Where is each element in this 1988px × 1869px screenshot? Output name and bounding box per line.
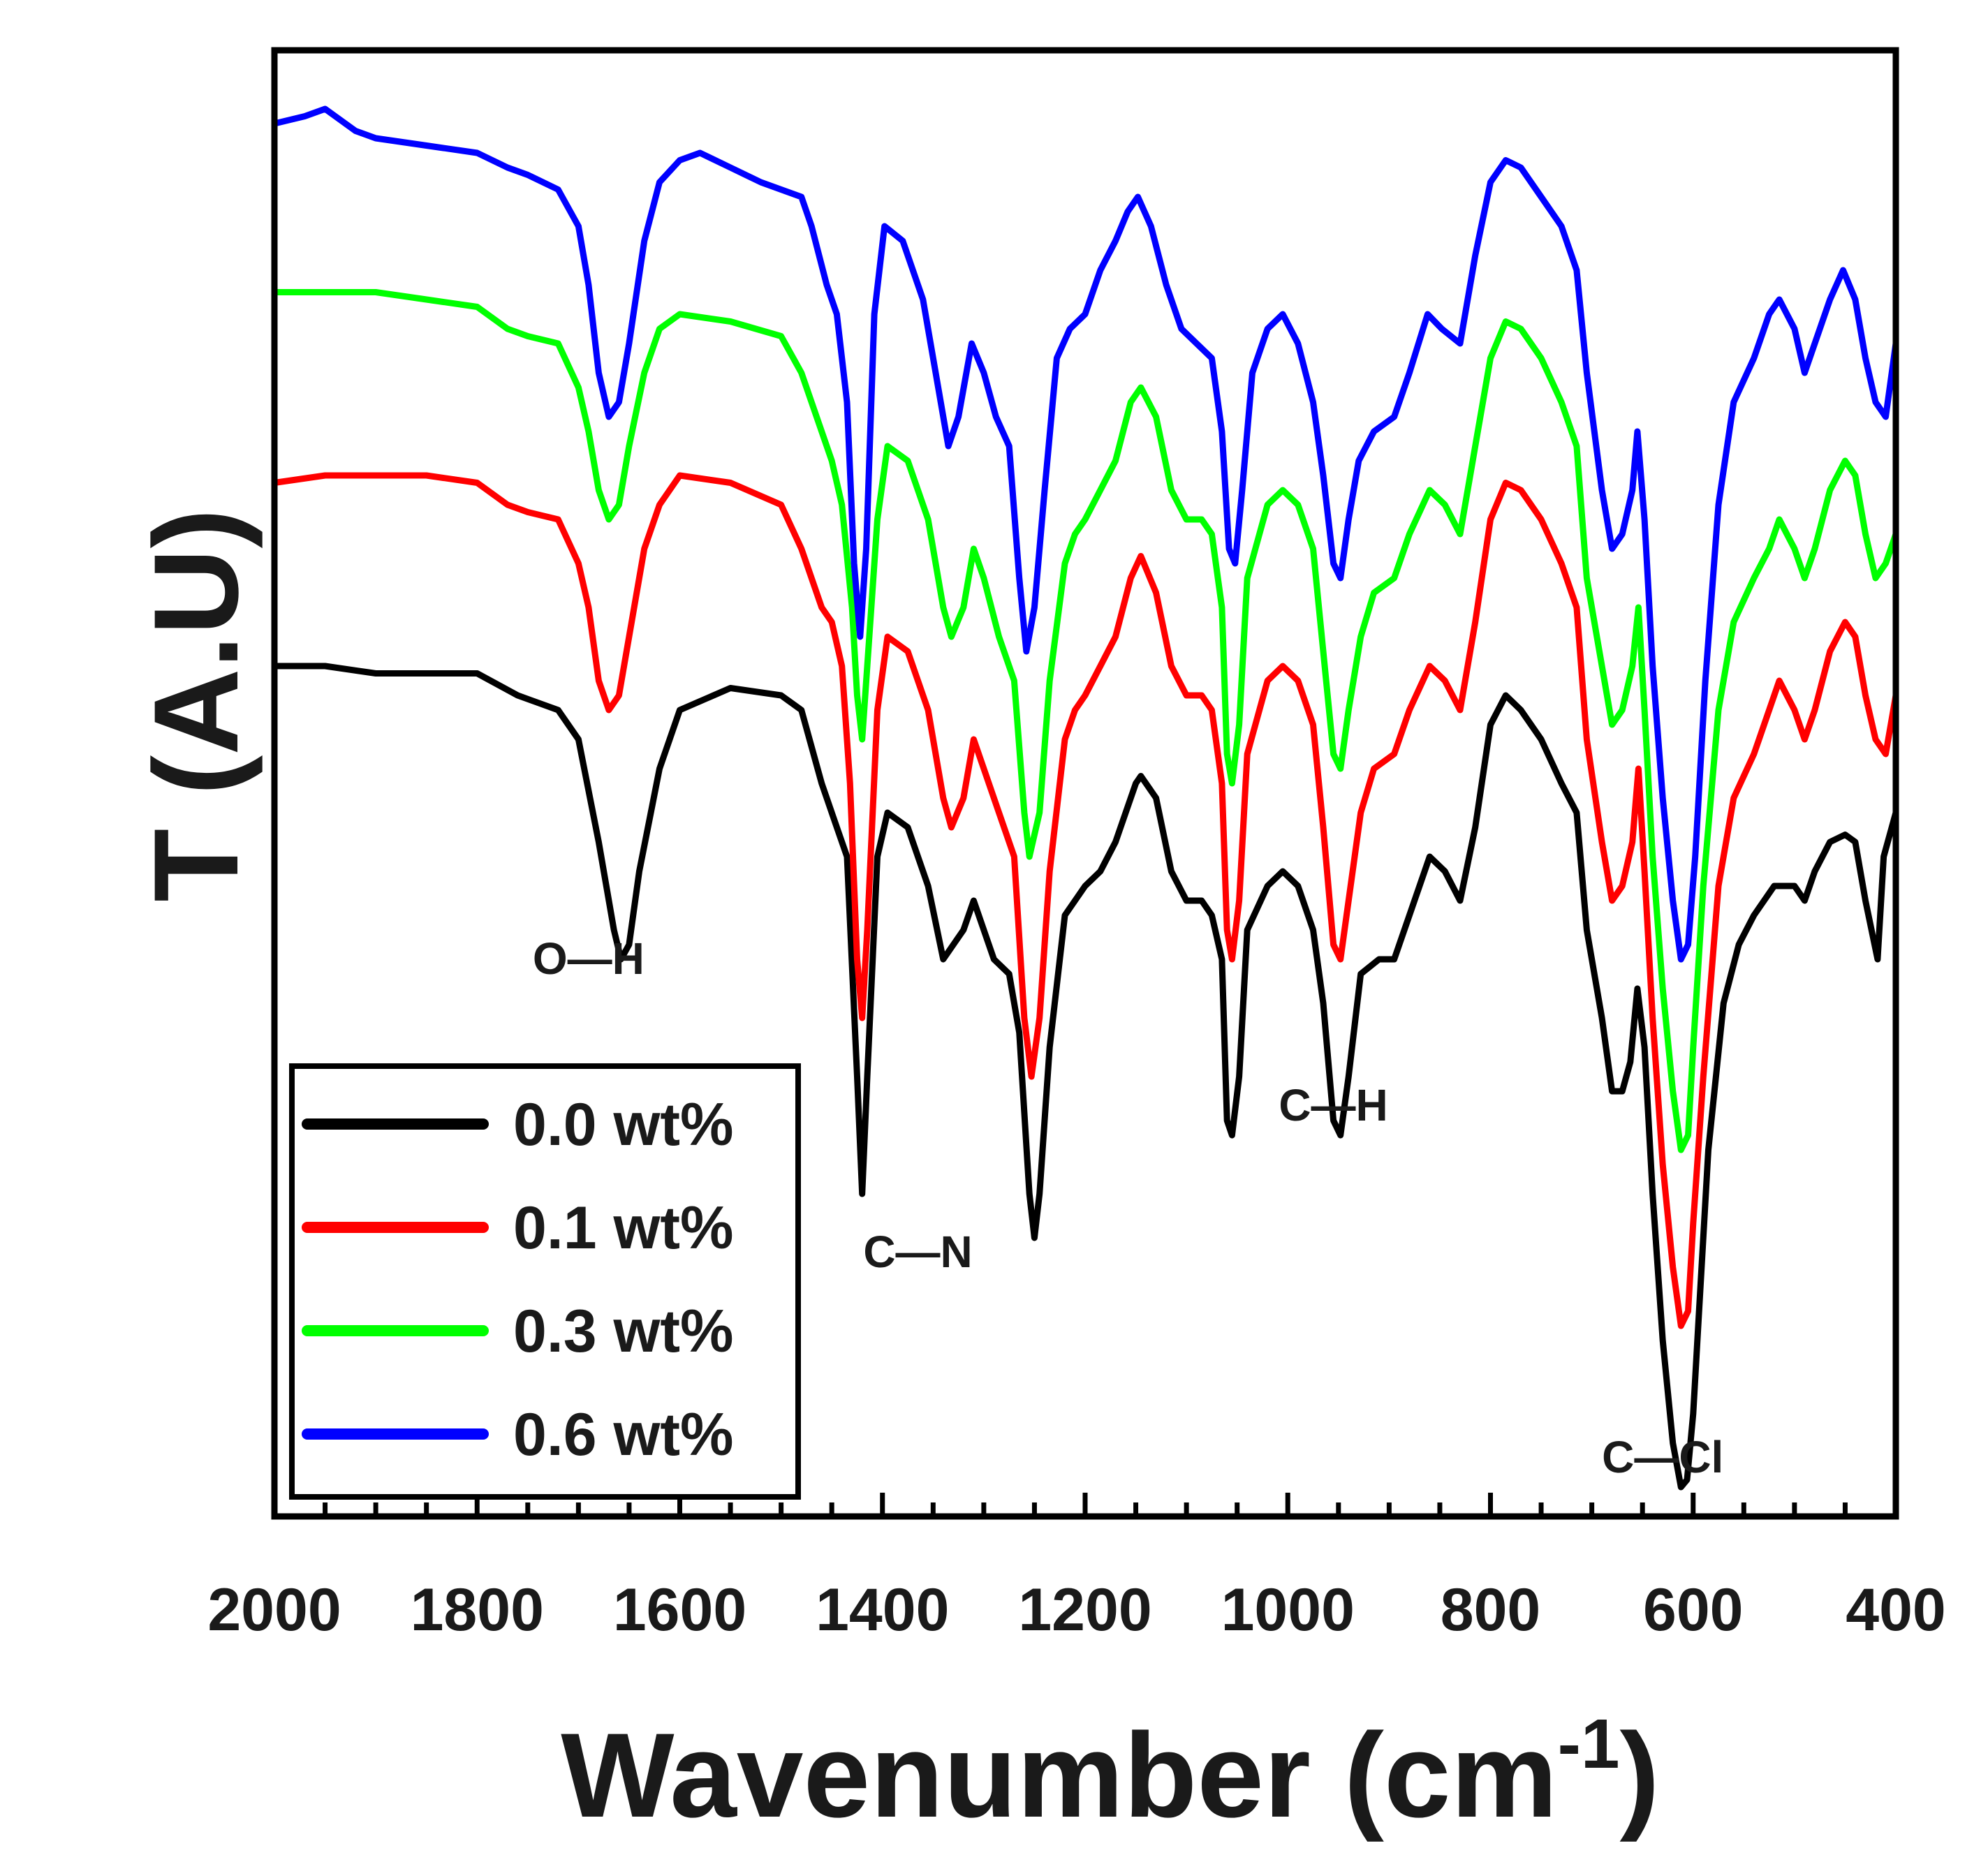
series-layer [271, 105, 1899, 1491]
x-tick-label: 400 [1846, 1576, 1946, 1643]
x-tick-label: 1800 [411, 1576, 544, 1643]
x-tick-label: 1600 [613, 1576, 746, 1643]
legend-box [289, 1063, 801, 1500]
peak-label: C—N [863, 1227, 972, 1277]
legend-label: 0.1 wt% [513, 1195, 733, 1262]
series-line-2 [271, 289, 1899, 1153]
peak-annotations: O—H C—N C—H C—Cl [533, 933, 1723, 1482]
legend: 0.0 wt% 0.1 wt% 0.3 wt% 0.6 wt% [289, 1063, 801, 1500]
peak-label: C—H [1279, 1080, 1387, 1130]
x-axis-title-close: ) [1619, 1708, 1659, 1842]
legend-label: 0.3 wt% [513, 1298, 733, 1365]
series-line-0 [271, 663, 1899, 1491]
legend-label: 0.6 wt% [513, 1401, 733, 1468]
peak-label: C—Cl [1602, 1432, 1723, 1482]
x-tick-label: 1000 [1221, 1576, 1355, 1643]
series-line-3 [271, 105, 1899, 963]
x-tick-label: 800 [1441, 1576, 1541, 1643]
legend-label: 0.0 wt% [513, 1091, 733, 1158]
x-tick-label: 2000 [207, 1576, 341, 1643]
plot-frame [271, 47, 1899, 1520]
x-axis-title-main: Wavenumber (cm [561, 1708, 1557, 1842]
x-tick-label: 1400 [816, 1576, 949, 1643]
x-axis-title-superscript: -1 [1558, 1705, 1620, 1783]
x-axis-ticks: 2000 1800 1600 1400 1200 1000 800 600 400 [207, 1493, 1946, 1643]
legend-items: 0.0 wt% 0.1 wt% 0.3 wt% 0.6 wt% [302, 1091, 733, 1468]
peak-label: O—H [533, 933, 645, 984]
series-line-1 [271, 472, 1899, 1329]
y-axis-title: T (A.U) [129, 508, 263, 902]
x-tick-label: 1200 [1018, 1576, 1151, 1643]
x-tick-label: 600 [1643, 1576, 1744, 1643]
x-axis-title: Wavenumber (cm-1) [561, 1705, 1660, 1842]
